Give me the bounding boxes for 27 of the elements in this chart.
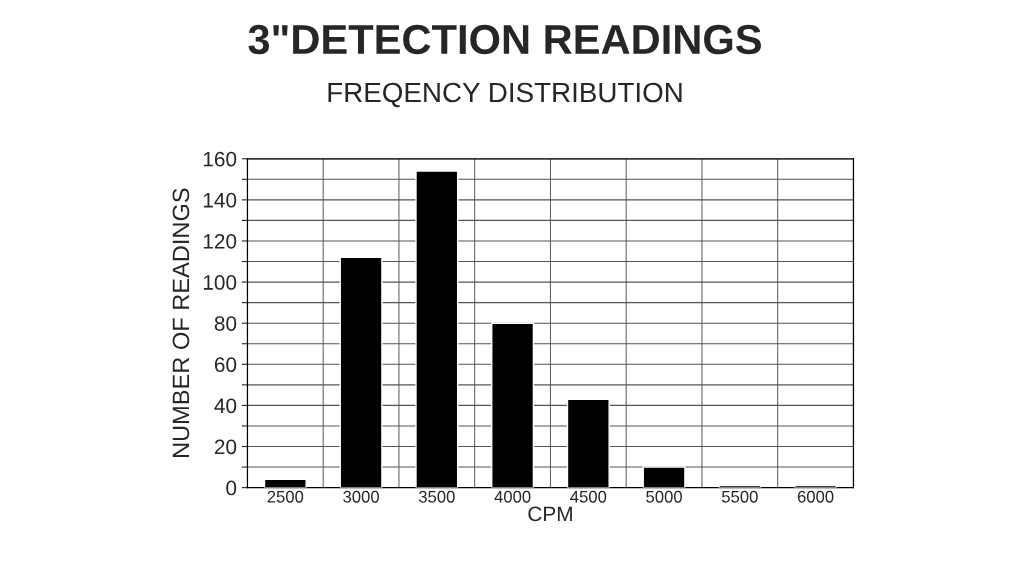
y-tick-label: 160 bbox=[203, 151, 237, 167]
x-tick-label: 5000 bbox=[646, 490, 682, 503]
x-tick-label: 4500 bbox=[570, 490, 607, 503]
bar bbox=[642, 466, 686, 488]
x-tick-label: 4000 bbox=[494, 490, 531, 503]
x-tick-label: 6000 bbox=[797, 490, 834, 503]
bar bbox=[339, 256, 383, 488]
x-tick-label: 3000 bbox=[343, 490, 379, 503]
y-tick-label: 40 bbox=[214, 398, 237, 414]
bar bbox=[263, 478, 307, 488]
x-tick-label: 5500 bbox=[721, 490, 758, 503]
x-tick-label: 3500 bbox=[418, 490, 455, 503]
y-tick-label: 60 bbox=[214, 357, 237, 373]
y-tick-label: 120 bbox=[203, 233, 237, 249]
x-axis-title: CPM bbox=[528, 506, 572, 522]
x-tick-label: 2500 bbox=[267, 490, 304, 503]
y-tick-label: 100 bbox=[203, 275, 237, 290]
y-tick-label: 0 bbox=[226, 480, 237, 496]
chart-title: 3"DETECTION READINGS bbox=[248, 24, 761, 55]
y-tick-label: 80 bbox=[214, 316, 237, 331]
y-tick-label: 140 bbox=[203, 192, 237, 208]
y-tick-label: 20 bbox=[214, 439, 237, 455]
y-axis-title: NUMBER OF READINGS bbox=[172, 188, 190, 458]
chart-subtitle: FREQENCY DISTRIBUTION bbox=[328, 82, 682, 108]
bar bbox=[415, 170, 459, 488]
bar bbox=[566, 398, 610, 488]
bar bbox=[491, 322, 535, 488]
